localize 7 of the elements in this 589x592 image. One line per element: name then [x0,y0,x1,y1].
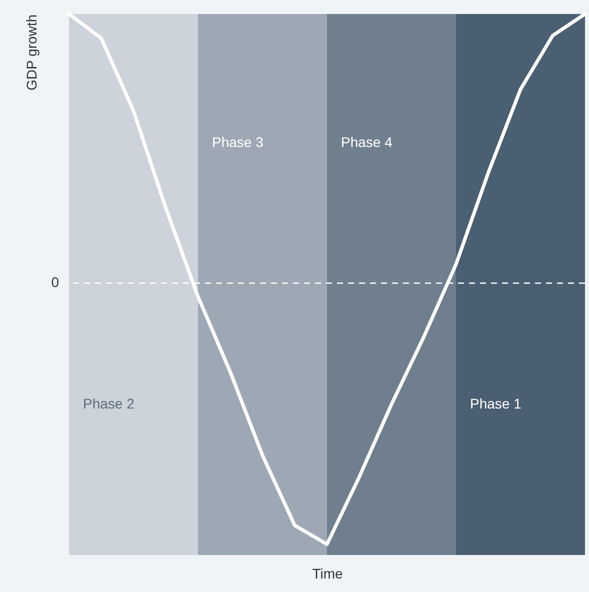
annotation: Phase 1 [470,395,522,412]
annotation: Phase 3 [212,134,264,150]
annotation: Phase 2 [83,395,135,412]
x-axis-title: Time [312,566,344,582]
ref-line-label: 0 [51,274,60,290]
annotation: Phase 4 [341,134,393,150]
y-axis-title: GDP growth [24,14,40,90]
